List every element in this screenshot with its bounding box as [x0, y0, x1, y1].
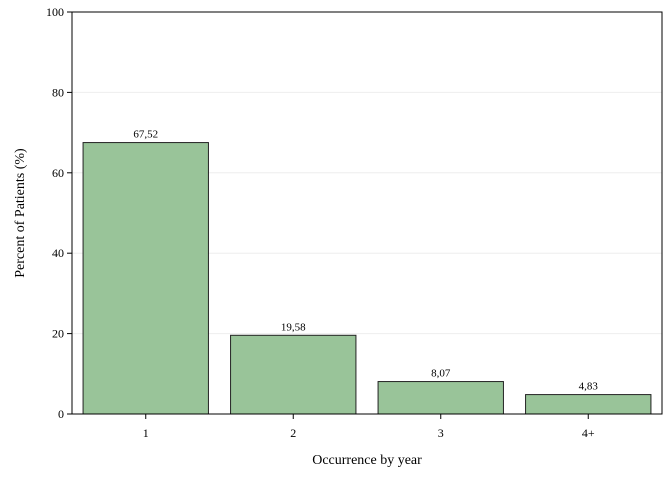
x-tick-label: 1	[143, 426, 149, 440]
x-axis-title: Occurrence by year	[312, 453, 422, 468]
x-tick-label: 4+	[582, 426, 595, 440]
y-tick-label: 60	[52, 166, 64, 180]
y-tick-label: 20	[52, 327, 64, 341]
y-axis-title: Percent of Patients (%)	[13, 148, 28, 278]
x-tick-label: 2	[290, 426, 296, 440]
bar-value-label: 67,52	[133, 129, 158, 141]
x-axis: 1 2 3 4+	[143, 414, 595, 440]
bar-value-label: 8,07	[431, 368, 451, 380]
y-tick-label: 40	[52, 246, 64, 260]
bars	[82, 142, 652, 415]
x-tick-label: 3	[438, 426, 444, 440]
y-tick-label: 0	[58, 407, 64, 421]
data-labels: 67,52 19,58 8,07 4,83	[133, 129, 598, 393]
bar	[82, 142, 209, 415]
bar-value-label: 4,83	[579, 381, 599, 393]
y-tick-label: 100	[46, 5, 64, 19]
bar	[377, 381, 504, 415]
y-axis: 0 20 40 60 80 100	[46, 5, 72, 421]
bar	[525, 394, 652, 415]
bar	[230, 334, 357, 415]
y-tick-label: 80	[52, 85, 64, 99]
bar-value-label: 19,58	[281, 321, 306, 333]
plot-frame	[71, 11, 663, 415]
